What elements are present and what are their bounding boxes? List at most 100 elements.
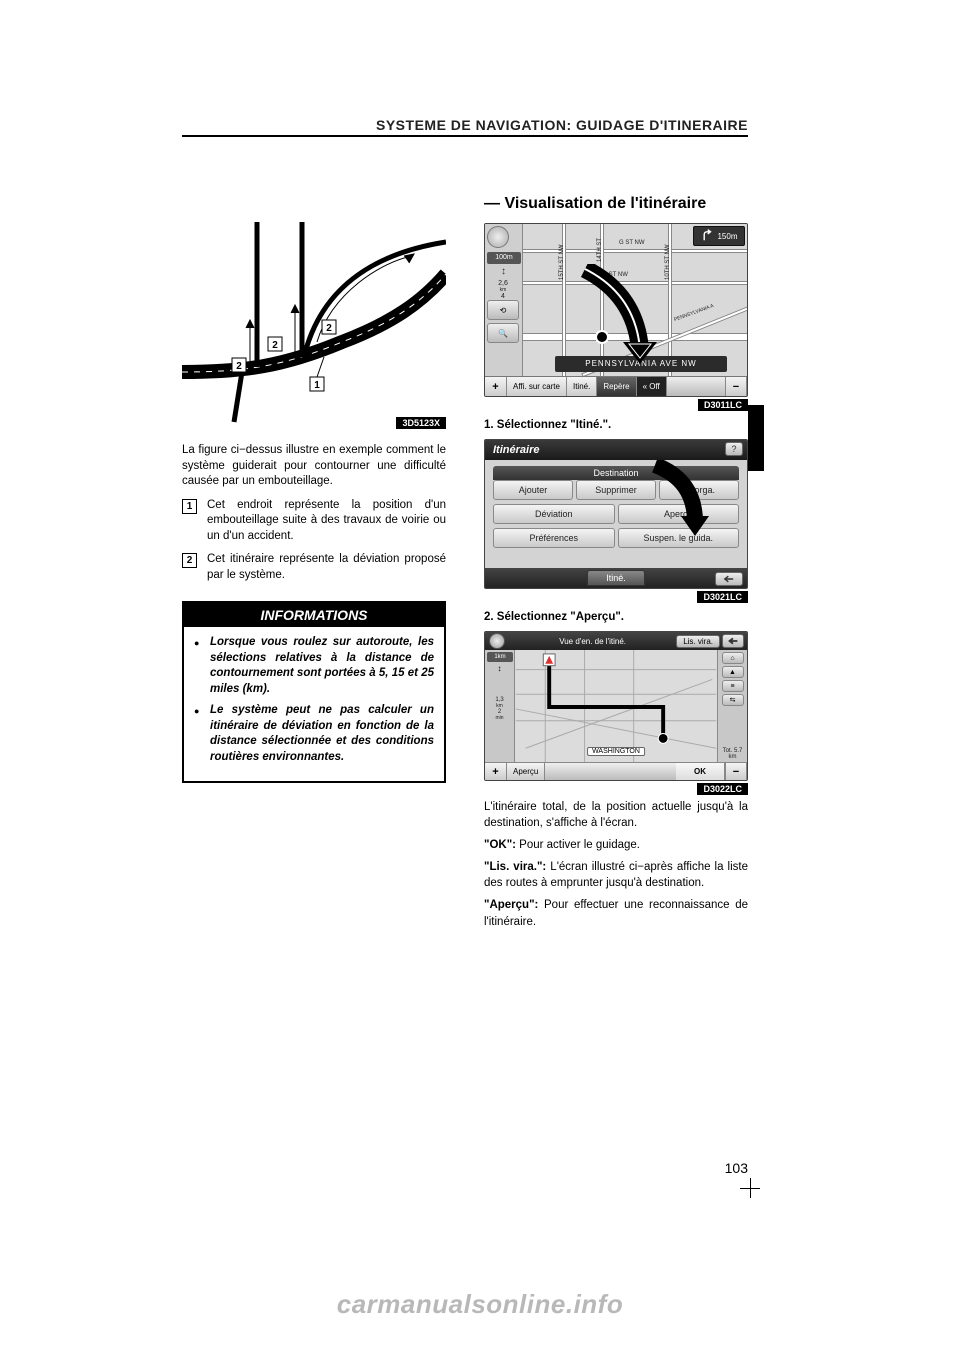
item-number-box: 1 bbox=[182, 499, 197, 514]
overview-button[interactable]: Aperçu bbox=[507, 763, 545, 780]
street-label: G ST NW bbox=[619, 240, 645, 246]
side-button[interactable]: ⟲ bbox=[487, 300, 519, 320]
content-columns: 2 2 2 1 3D5123X La figure ci−dessus illu… bbox=[182, 195, 748, 930]
left-column: 2 2 2 1 3D5123X La figure ci−dessus illu… bbox=[182, 195, 446, 930]
step-1-label: 1. Sélectionnez "Itiné.". bbox=[484, 419, 748, 431]
figure-detour-diagram: 2 2 2 1 3D5123X bbox=[182, 222, 446, 429]
footer-watermark: carmanualsonline.info bbox=[0, 1289, 960, 1320]
current-street-banner: PENNSYLVANIA AVE NW bbox=[555, 356, 727, 372]
paragraph: "Lis. vira.": L'écran illustré ci−après … bbox=[484, 859, 748, 891]
svg-text:2: 2 bbox=[236, 361, 242, 372]
street-label: PENNSYLVANIA A bbox=[673, 303, 714, 323]
add-button[interactable]: Ajouter bbox=[493, 480, 573, 500]
route-tab[interactable]: Itiné. bbox=[587, 570, 645, 586]
intro-paragraph: La figure ci−dessus illustre en exemple … bbox=[182, 443, 446, 490]
paragraph: L'itinéraire total, de la position actue… bbox=[484, 799, 748, 831]
page-header: SYSTEME DE NAVIGATION: GUIDAGE D'ITINERA… bbox=[376, 117, 748, 133]
section-heading: — Visualisation de l'itinéraire bbox=[484, 195, 748, 213]
delete-button[interactable]: Supprimer bbox=[576, 480, 656, 500]
map-canvas[interactable]: G ST NW E ST NW 15TH ST NW 14TH ST 10TH … bbox=[523, 224, 747, 376]
suspend-guidance-button[interactable]: Suspen. le guida. bbox=[618, 528, 740, 548]
zoom-in-button[interactable]: + bbox=[485, 763, 507, 780]
info-bullet: Le système peut ne pas calculer un itiné… bbox=[194, 703, 434, 765]
right-column: — Visualisation de l'itinéraire 100m ↕ 2… bbox=[484, 195, 748, 930]
poi-toggle[interactable]: ⇆ bbox=[722, 694, 744, 706]
side-button[interactable]: 🔍 bbox=[487, 323, 519, 343]
poi-toggle[interactable]: ⌂ bbox=[722, 652, 744, 664]
preferences-button[interactable]: Préférences bbox=[493, 528, 615, 548]
dialog-bottom-bar: Itiné. bbox=[485, 568, 747, 588]
item-text: Cet endroit représente la position d'un … bbox=[207, 498, 446, 545]
zoom-in-button[interactable]: + bbox=[485, 377, 507, 396]
poi-toggle[interactable]: ▲ bbox=[722, 666, 744, 678]
info-bullet-text: Lorsque vous roulez sur autoroute, les s… bbox=[210, 635, 434, 697]
info-bullet: Lorsque vous roulez sur autoroute, les s… bbox=[194, 635, 434, 697]
label-apercu: "Aperçu": bbox=[484, 899, 538, 911]
poi-toggle[interactable]: ≡ bbox=[722, 680, 744, 692]
compass-icon[interactable] bbox=[487, 226, 509, 248]
detour-button[interactable]: Déviation bbox=[493, 504, 615, 524]
help-button[interactable]: ? bbox=[725, 442, 743, 456]
landmark-button[interactable]: Repère bbox=[597, 377, 636, 396]
total-distance: Tot. 5.7 km bbox=[718, 748, 747, 760]
figure-ref: 3D5123X bbox=[396, 417, 446, 429]
zoom-out-button[interactable]: − bbox=[725, 763, 747, 780]
informations-body: Lorsque vous roulez sur autoroute, les s… bbox=[184, 627, 444, 781]
destination-subhead: Destination bbox=[493, 466, 739, 480]
compass-icon[interactable] bbox=[489, 633, 505, 649]
list-item: 2 Cet itinéraire représente la déviation… bbox=[182, 552, 446, 583]
city-label: WASHINGTON bbox=[587, 747, 645, 756]
scale-arrow-icon: ↕ bbox=[501, 266, 506, 277]
label-ok: "OK": bbox=[484, 839, 516, 851]
figure-ref: D3011LC bbox=[698, 399, 748, 411]
back-button[interactable] bbox=[715, 572, 743, 586]
page-number: 103 bbox=[725, 1160, 748, 1176]
overview-right-strip: ⌂ ▲ ≡ ⇆ Tot. 5.7 km bbox=[717, 650, 747, 762]
street-label: 15TH ST NW bbox=[559, 244, 565, 280]
ok-button[interactable]: OK bbox=[676, 763, 725, 780]
back-button[interactable] bbox=[722, 634, 744, 648]
dialog-title: Itinéraire bbox=[485, 440, 747, 460]
paragraph: "Aperçu": Pour effectuer une reconnaissa… bbox=[484, 897, 748, 929]
item-text: Cet itinéraire représente la déviation p… bbox=[207, 552, 446, 583]
callout-2: 2 bbox=[326, 323, 332, 334]
off-button[interactable]: « Off bbox=[637, 377, 667, 396]
street-label: E ST NW bbox=[603, 272, 628, 278]
overview-button[interactable]: Aperçu bbox=[618, 504, 740, 524]
informations-title: INFORMATIONS bbox=[184, 603, 444, 627]
street-label: 10TH ST NW bbox=[665, 244, 671, 280]
overview-title: Vue d'en. de l'itiné. bbox=[509, 637, 676, 646]
svg-text:2: 2 bbox=[272, 340, 278, 351]
header-rule bbox=[182, 135, 748, 163]
informations-box: INFORMATIONS Lorsque vous roulez sur aut… bbox=[182, 601, 446, 783]
svg-text:1: 1 bbox=[314, 380, 320, 391]
screenshot-route-overview: Vue d'en. de l'itiné. Lis. vira. 1km ↕ 1… bbox=[484, 631, 748, 781]
item-number-box: 2 bbox=[182, 553, 197, 568]
zoom-out-button[interactable]: − bbox=[725, 377, 747, 396]
step-2-label: 2. Sélectionnez "Aperçu". bbox=[484, 611, 748, 623]
show-on-map-button[interactable]: Affi. sur carte bbox=[507, 377, 567, 396]
paragraph: "OK": Pour activer le guidage. bbox=[484, 837, 748, 853]
street-label: 14TH ST bbox=[597, 238, 603, 262]
current-position-icon bbox=[595, 330, 609, 344]
overview-map-canvas[interactable]: WASHINGTON bbox=[515, 650, 717, 762]
bullet-icon bbox=[194, 703, 202, 765]
turn-list-button[interactable]: Lis. vira. bbox=[676, 635, 720, 648]
page: SYSTEME DE NAVIGATION: GUIDAGE D'ITINERA… bbox=[0, 0, 960, 1358]
overview-top-bar: Vue d'en. de l'itiné. Lis. vira. bbox=[485, 632, 747, 650]
screenshot-route-dialog: Itinéraire ? Destination Ajouter Supprim… bbox=[484, 439, 748, 589]
figure-ref: D3021LC bbox=[697, 591, 748, 603]
overview-left-strip: 1km ↕ 1,3 km 2 min bbox=[485, 650, 515, 762]
route-button[interactable]: Itiné. bbox=[567, 377, 597, 396]
thumb-tab bbox=[748, 405, 764, 471]
figure-ref: D3022LC bbox=[697, 783, 748, 795]
bullet-icon bbox=[194, 635, 202, 697]
overview-bottom-bar: + Aperçu OK − bbox=[485, 762, 747, 780]
scale-badge: 100m bbox=[487, 252, 521, 264]
list-item: 1 Cet endroit représente la position d'u… bbox=[182, 498, 446, 545]
numbered-list: 1 Cet endroit représente la position d'u… bbox=[182, 498, 446, 584]
label-lis-vira: "Lis. vira.": bbox=[484, 861, 546, 873]
next-turn-badge: 150m bbox=[693, 226, 745, 246]
map-toolbar: + Affi. sur carte Itiné. Repère « Off − bbox=[485, 376, 747, 396]
reorder-button[interactable]: Réorga. bbox=[659, 480, 739, 500]
